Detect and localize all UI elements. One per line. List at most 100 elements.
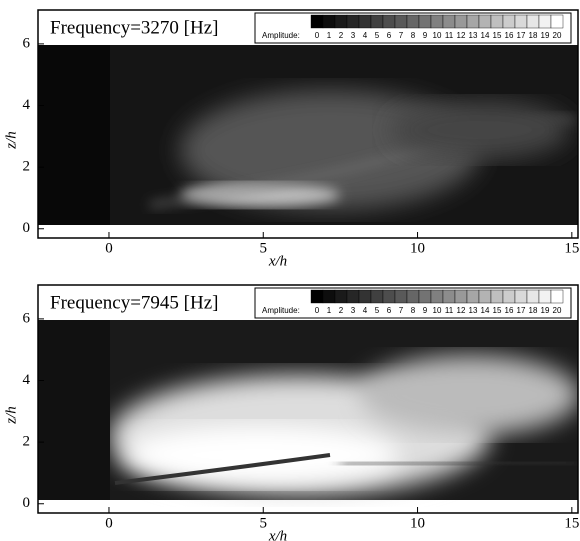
colorbar-label: Amplitude:: [262, 31, 300, 40]
colorbar-tick-label: 19: [541, 31, 550, 40]
chart-title: Frequency=7945 [Hz]: [50, 292, 218, 313]
colorbar-swatch: [406, 14, 420, 29]
colorbar-swatch: [310, 14, 324, 29]
x-tick-label: 15: [564, 240, 579, 256]
colorbar-tick-label: 13: [469, 31, 478, 40]
colorbar-swatch: [358, 14, 372, 29]
colorbar-tick-label: 5: [375, 31, 380, 40]
x-axis-label: x/h: [268, 528, 287, 541]
x-tick-label: 0: [105, 515, 113, 531]
colorbar-tick-label: 7: [399, 31, 404, 40]
x-tick-label: 10: [410, 240, 425, 256]
colorbar-tick-label: 15: [493, 306, 502, 315]
colorbar-tick-label: 0: [315, 31, 320, 40]
y-tick-label: 6: [23, 35, 31, 51]
x-tick-label: 5: [260, 240, 268, 256]
colorbar-swatch: [346, 289, 360, 304]
colorbar-swatch: [538, 289, 552, 304]
colorbar-tick-label: 5: [375, 306, 380, 315]
plot-frame: [37, 9, 579, 239]
colorbar-tick-label: 15: [493, 31, 502, 40]
colorbar-tick-label: 9: [423, 306, 428, 315]
colorbar-swatch: [490, 289, 504, 304]
colorbar-swatch: [322, 289, 336, 304]
chart-title: Frequency=3270 [Hz]: [50, 17, 218, 38]
colorbar-swatch: [550, 14, 564, 29]
y-tick-label: 4: [23, 372, 31, 388]
y-axis-label: z/h: [3, 406, 19, 425]
colorbar-swatch: [466, 289, 480, 304]
colorbar-swatch: [370, 289, 384, 304]
colorbar-swatch: [334, 289, 348, 304]
colorbar-tick-label: 0: [315, 306, 320, 315]
colorbar-tick-label: 9: [423, 31, 428, 40]
colorbar-tick-label: 10: [433, 31, 442, 40]
colorbar-tick-label: 2: [339, 31, 344, 40]
colorbar-tick-label: 16: [505, 306, 514, 315]
colorbar-swatch: [406, 289, 420, 304]
x-tick-label: 0: [105, 240, 113, 256]
field-image: [38, 45, 578, 225]
colorbar-swatch: [394, 14, 408, 29]
colorbar-tick-label: 17: [517, 306, 526, 315]
colorbar-swatch: [514, 289, 528, 304]
colorbar-swatch: [466, 14, 480, 29]
colorbar-tick-label: 2: [339, 306, 344, 315]
colorbar-swatch: [370, 14, 384, 29]
colorbar-tick-label: 10: [433, 306, 442, 315]
colorbar-tick-label: 14: [481, 31, 490, 40]
colorbar-tick-label: 7: [399, 306, 404, 315]
colorbar-tick-label: 18: [529, 31, 538, 40]
colorbar-swatch: [550, 289, 564, 304]
colorbar-swatch: [382, 289, 396, 304]
colorbar-swatch: [526, 289, 540, 304]
y-tick-label: 6: [23, 310, 31, 326]
colorbar-swatch: [514, 14, 528, 29]
colorbar-swatch: [538, 14, 552, 29]
colorbar-swatch: [394, 289, 408, 304]
colorbar-tick-label: 4: [363, 306, 368, 315]
colorbar-tick-label: 13: [469, 306, 478, 315]
colorbar-tick-label: 4: [363, 31, 368, 40]
title-box: [44, 14, 250, 42]
colorbar-tick-label: 12: [457, 306, 466, 315]
y-tick-label: 2: [23, 434, 31, 450]
colorbar-swatch: [358, 289, 372, 304]
colorbar-swatch: [454, 14, 468, 29]
colorbar-tick-label: 8: [411, 306, 416, 315]
colorbar-tick-label: 17: [517, 31, 526, 40]
colorbar-tick-label: 12: [457, 31, 466, 40]
colorbar-tick-label: 20: [553, 31, 562, 40]
colorbar-swatch: [478, 289, 492, 304]
colorbar-swatch: [310, 289, 324, 304]
colorbar-swatch: [382, 14, 396, 29]
colorbar-swatch: [478, 14, 492, 29]
colorbar-tick-label: 6: [387, 306, 392, 315]
colorbar-label: Amplitude:: [262, 306, 300, 315]
colorbar-tick-label: 14: [481, 306, 490, 315]
colorbar-swatch: [502, 289, 516, 304]
colorbar-swatch: [418, 14, 432, 29]
colorbar-swatch: [346, 14, 360, 29]
y-tick-label: 0: [23, 220, 31, 236]
colorbar-tick-label: 6: [387, 31, 392, 40]
x-axis-label: x/h: [268, 253, 287, 269]
colorbar-tick-label: 20: [553, 306, 562, 315]
y-tick-label: 0: [23, 495, 31, 511]
colorbar-swatch: [526, 14, 540, 29]
panel: 0 5 10 15 0 2 4 6 x/h z/h Frequency=3270 [Hz] Ampli…: [3, 9, 579, 269]
y-tick-label: 2: [23, 159, 31, 175]
y-axis-label: z/h: [3, 131, 19, 150]
y-tick-label: 4: [23, 97, 31, 113]
colorbar-swatch: [322, 14, 336, 29]
colorbar-tick-label: 3: [351, 306, 356, 315]
colorbar-swatch: [418, 289, 432, 304]
colorbar-tick-label: 1: [327, 306, 332, 315]
colorbar-swatch: [490, 14, 504, 29]
colorbar-tick-label: 18: [529, 306, 538, 315]
x-tick-label: 15: [564, 515, 579, 531]
colorbar-swatch: [502, 14, 516, 29]
x-tick-label: 10: [410, 515, 425, 531]
